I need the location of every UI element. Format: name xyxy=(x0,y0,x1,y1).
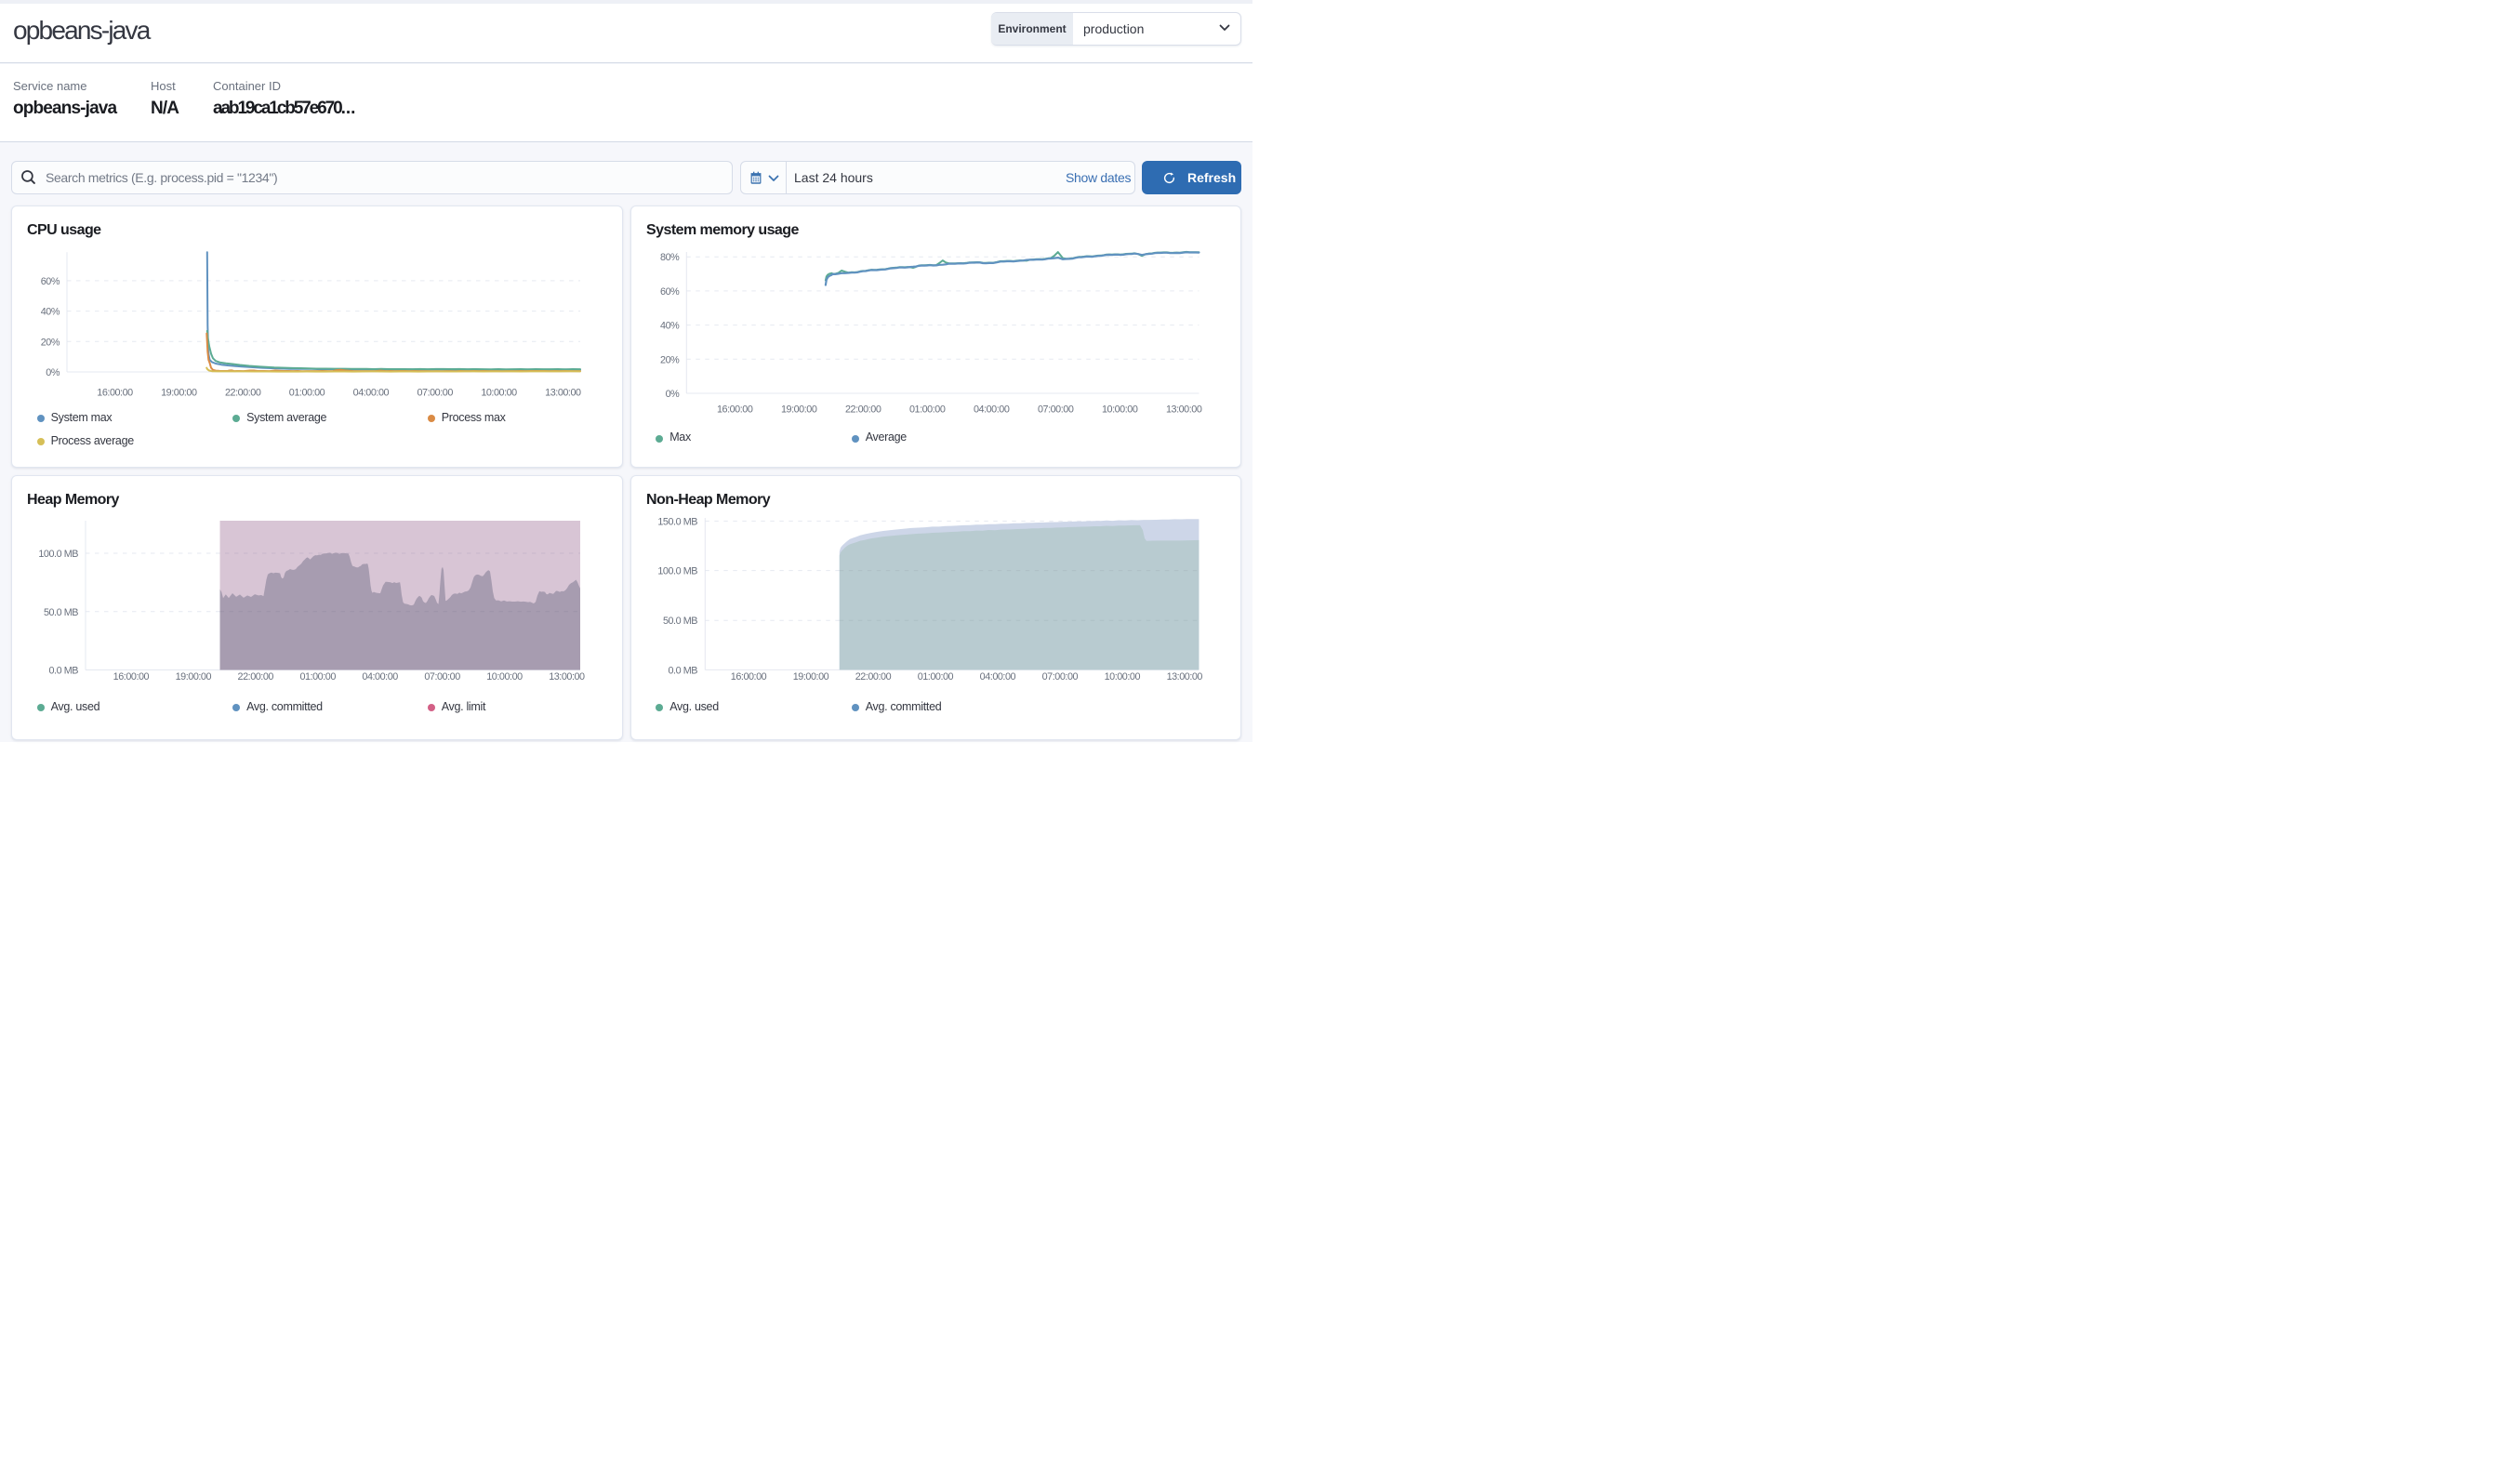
svg-text:10:00:00: 10:00:00 xyxy=(481,387,517,398)
svg-text:150.0 MB: 150.0 MB xyxy=(657,516,697,527)
svg-text:50.0 MB: 50.0 MB xyxy=(663,616,697,627)
svg-text:01:00:00: 01:00:00 xyxy=(918,671,954,682)
svg-text:16:00:00: 16:00:00 xyxy=(113,671,150,682)
svg-text:40%: 40% xyxy=(41,307,60,318)
svg-text:04:00:00: 04:00:00 xyxy=(362,671,398,682)
svg-text:10:00:00: 10:00:00 xyxy=(1105,671,1141,682)
svg-text:04:00:00: 04:00:00 xyxy=(353,387,390,398)
svg-text:01:00:00: 01:00:00 xyxy=(909,404,946,416)
svg-text:01:00:00: 01:00:00 xyxy=(299,671,336,682)
svg-text:10:00:00: 10:00:00 xyxy=(1102,404,1138,416)
svg-text:22:00:00: 22:00:00 xyxy=(845,404,881,416)
svg-text:22:00:00: 22:00:00 xyxy=(225,387,261,398)
svg-text:22:00:00: 22:00:00 xyxy=(855,671,892,682)
svg-text:13:00:00: 13:00:00 xyxy=(545,387,581,398)
svg-text:16:00:00: 16:00:00 xyxy=(731,671,767,682)
svg-text:100.0 MB: 100.0 MB xyxy=(38,549,78,560)
svg-text:0%: 0% xyxy=(46,367,60,378)
svg-text:19:00:00: 19:00:00 xyxy=(793,671,829,682)
svg-text:07:00:00: 07:00:00 xyxy=(1038,404,1074,416)
svg-text:04:00:00: 04:00:00 xyxy=(980,671,1016,682)
svg-text:07:00:00: 07:00:00 xyxy=(1042,671,1079,682)
svg-text:100.0 MB: 100.0 MB xyxy=(657,566,697,577)
svg-text:13:00:00: 13:00:00 xyxy=(549,671,585,682)
svg-text:19:00:00: 19:00:00 xyxy=(176,671,212,682)
svg-text:20%: 20% xyxy=(41,337,60,348)
svg-text:0.0 MB: 0.0 MB xyxy=(48,666,78,677)
svg-text:16:00:00: 16:00:00 xyxy=(97,387,133,398)
svg-text:04:00:00: 04:00:00 xyxy=(974,404,1010,416)
svg-text:07:00:00: 07:00:00 xyxy=(424,671,460,682)
svg-text:60%: 60% xyxy=(660,286,680,298)
svg-text:22:00:00: 22:00:00 xyxy=(238,671,274,682)
svg-text:01:00:00: 01:00:00 xyxy=(289,387,325,398)
svg-text:0.0 MB: 0.0 MB xyxy=(668,665,697,676)
svg-text:19:00:00: 19:00:00 xyxy=(161,387,197,398)
svg-text:13:00:00: 13:00:00 xyxy=(1166,404,1202,416)
svg-text:19:00:00: 19:00:00 xyxy=(781,404,817,416)
svg-text:80%: 80% xyxy=(660,252,680,263)
svg-text:07:00:00: 07:00:00 xyxy=(417,387,453,398)
svg-text:60%: 60% xyxy=(41,276,60,287)
svg-text:16:00:00: 16:00:00 xyxy=(717,404,753,416)
svg-text:50.0 MB: 50.0 MB xyxy=(44,607,78,618)
svg-text:20%: 20% xyxy=(660,354,680,365)
svg-text:10:00:00: 10:00:00 xyxy=(486,671,523,682)
svg-text:0%: 0% xyxy=(666,389,681,400)
svg-text:40%: 40% xyxy=(660,321,680,332)
svg-text:13:00:00: 13:00:00 xyxy=(1167,671,1203,682)
